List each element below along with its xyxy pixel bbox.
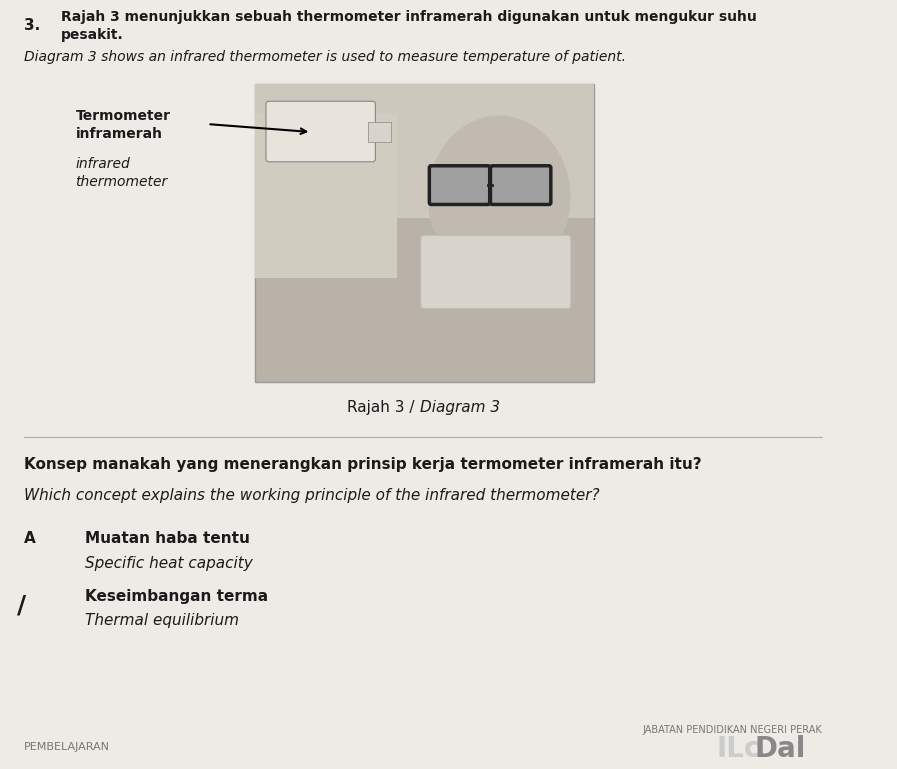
Text: 3.: 3. <box>23 18 39 33</box>
Text: Rajah 3 /: Rajah 3 / <box>347 400 420 415</box>
FancyBboxPatch shape <box>421 235 570 308</box>
Text: Diagram 3: Diagram 3 <box>420 400 500 415</box>
Text: PEMBELAJARAN: PEMBELAJARAN <box>23 743 109 753</box>
FancyBboxPatch shape <box>368 122 391 142</box>
Text: JABATAN PENDIDIKAN NEGERI PERAK: JABATAN PENDIDIKAN NEGERI PERAK <box>643 724 823 734</box>
Text: Diagram 3 shows an infrared thermometer is used to measure temperature of patien: Diagram 3 shows an infrared thermometer … <box>23 50 625 64</box>
Text: Dal: Dal <box>754 734 806 763</box>
Ellipse shape <box>428 115 570 279</box>
Text: inframerah: inframerah <box>75 127 162 141</box>
Text: Konsep manakah yang menerangkan prinsip kerja termometer inframerah itu?: Konsep manakah yang menerangkan prinsip … <box>23 457 701 471</box>
FancyBboxPatch shape <box>266 102 375 161</box>
Text: /: / <box>17 594 26 618</box>
Text: A: A <box>23 531 35 546</box>
Text: Termometer: Termometer <box>75 109 170 123</box>
Bar <box>255 114 397 278</box>
Text: Muatan haba tentu: Muatan haba tentu <box>85 531 249 546</box>
FancyBboxPatch shape <box>430 166 490 205</box>
Text: Which concept explains the working principle of the infrared thermometer?: Which concept explains the working princ… <box>23 488 599 504</box>
Bar <box>255 85 594 382</box>
Bar <box>255 85 594 218</box>
Text: Thermal equilibrium: Thermal equilibrium <box>85 614 239 628</box>
Text: Keseimbangan terma: Keseimbangan terma <box>85 588 268 604</box>
Text: Specific heat capacity: Specific heat capacity <box>85 556 253 571</box>
Text: Rajah 3 menunjukkan sebuah thermometer inframerah digunakan untuk mengukur suhu: Rajah 3 menunjukkan sebuah thermometer i… <box>61 10 757 24</box>
Text: infrared: infrared <box>75 157 130 171</box>
Text: thermometer: thermometer <box>75 175 168 188</box>
Text: pesakit.: pesakit. <box>61 28 124 42</box>
FancyBboxPatch shape <box>491 166 551 205</box>
Text: ILc: ILc <box>717 734 762 763</box>
